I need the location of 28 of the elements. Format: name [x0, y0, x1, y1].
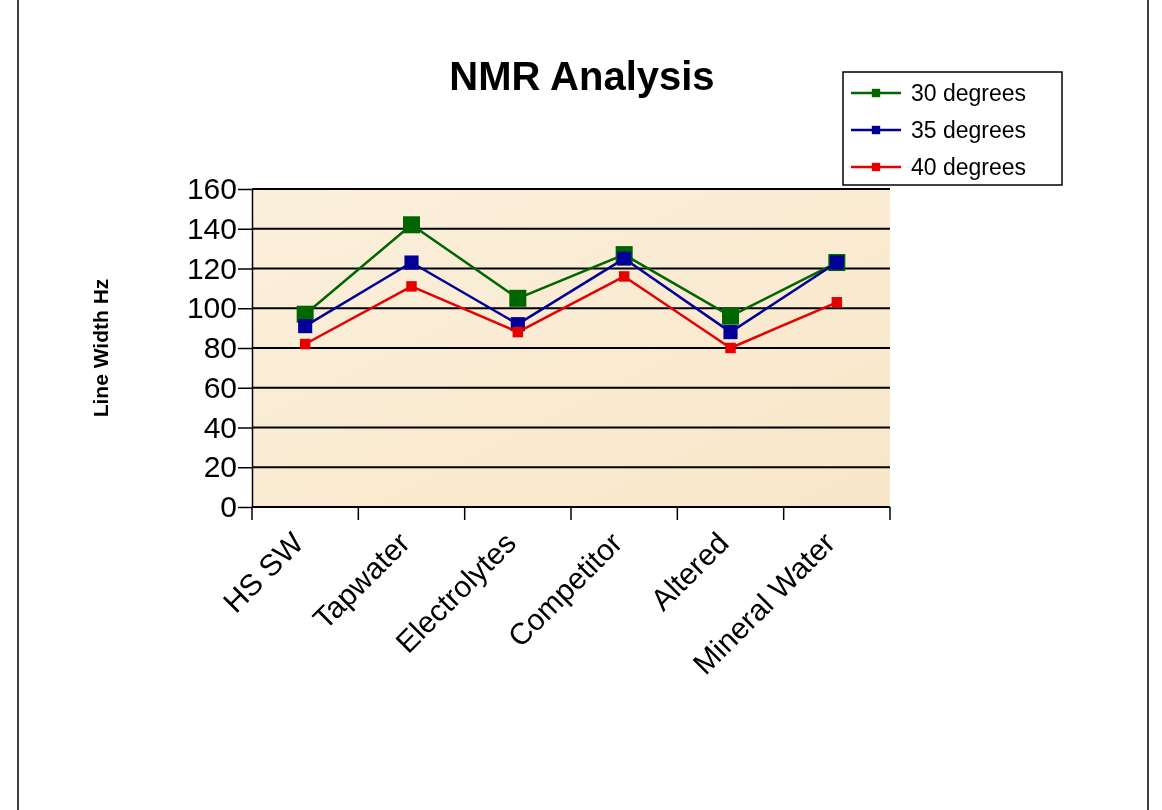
- legend-label: 40 degrees: [911, 154, 1027, 180]
- point: [723, 325, 738, 340]
- point: [298, 319, 313, 334]
- y-tick-label: 80: [203, 331, 237, 365]
- y-tick-label: 0: [220, 490, 237, 524]
- point: [404, 255, 419, 270]
- y-tick-label: 40: [203, 410, 237, 444]
- point: [402, 216, 421, 234]
- point: [618, 271, 630, 282]
- y-tick-label: 100: [186, 291, 237, 325]
- point: [509, 289, 527, 307]
- y-tick-label: 140: [186, 211, 237, 245]
- point: [406, 281, 417, 292]
- legend-label: 35 degrees: [911, 117, 1027, 143]
- y-axis-title: Line Width Hz: [89, 278, 112, 418]
- point: [721, 307, 740, 325]
- y-tick-label: 120: [186, 251, 237, 285]
- point: [299, 338, 311, 350]
- y-tick-label: 160: [186, 172, 237, 206]
- legend-label: 30 degrees: [911, 80, 1027, 106]
- x-tick-label: HS SW: [216, 525, 310, 619]
- chart-title: NMR Analysis: [449, 54, 715, 98]
- point: [512, 326, 524, 338]
- point: [831, 297, 843, 308]
- y-tick-label: 60: [203, 370, 237, 404]
- point: [725, 342, 736, 354]
- point: [617, 251, 632, 266]
- y-tick-label: 20: [203, 450, 237, 484]
